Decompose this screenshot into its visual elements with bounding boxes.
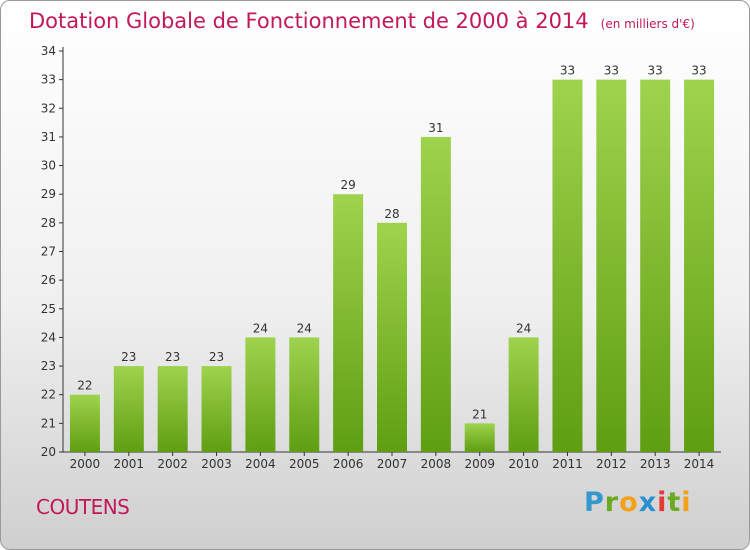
y-tick-label: 33 [41, 73, 56, 87]
bar-2002 [157, 366, 188, 452]
proxiti-logo: Proxiti [584, 487, 692, 518]
x-tick-label: 2002 [157, 457, 188, 471]
y-tick-label: 28 [41, 216, 56, 230]
x-tick-label: 2000 [70, 457, 101, 471]
bar-2004 [245, 337, 276, 452]
bar-2013 [640, 79, 671, 453]
bar-2007 [377, 222, 407, 452]
chart-data-labels: 22 23 23 23 24 24 29 28 31 21 24 33 33 33 33 [77, 64, 706, 422]
x-tick-label: 2009 [464, 457, 495, 471]
bar-2014 [684, 79, 715, 453]
x-tick-label: 2014 [684, 457, 715, 471]
bar-2006 [333, 194, 364, 452]
logo-letter: i [681, 487, 692, 518]
bar-value-label: 28 [384, 207, 399, 221]
logo-letter: o [619, 487, 639, 518]
y-tick-label: 34 [41, 44, 56, 58]
bar-value-label: 24 [297, 321, 312, 335]
bar-2000 [69, 394, 100, 452]
bar-value-label: 29 [340, 178, 355, 192]
logo-letter: r [604, 487, 620, 518]
y-tick-label: 27 [41, 245, 56, 259]
y-tick-label: 30 [41, 159, 56, 173]
y-tick-label: 31 [41, 130, 56, 144]
y-tick-label: 22 [41, 388, 56, 402]
bar-value-label: 31 [428, 121, 443, 135]
bar-2003 [201, 366, 232, 452]
logo-letter: x [638, 487, 658, 518]
x-tick-label: 2007 [377, 457, 408, 471]
bar-value-label: 23 [121, 350, 136, 364]
bar-value-label: 33 [560, 64, 575, 78]
bar-value-label: 21 [472, 407, 487, 421]
logo-letter: P [584, 487, 605, 518]
bar-2011 [552, 79, 583, 453]
y-tick-label: 24 [41, 330, 56, 344]
y-tick-label: 26 [41, 273, 56, 287]
x-tick-label: 2001 [114, 457, 145, 471]
x-tick-label: 2005 [289, 457, 320, 471]
chart-axes: 20 21 22 23 24 25 26 27 28 29 30 31 32 33 34 2000 2001 20… [41, 44, 721, 471]
bar-value-label: 22 [77, 379, 92, 393]
bar-value-label: 33 [691, 64, 706, 78]
chart-title-text: Dotation Globale de Fonctionnement de 20… [29, 9, 589, 33]
y-tick-label: 23 [41, 359, 56, 373]
bar-2008 [420, 136, 451, 452]
x-tick-label: 2006 [333, 457, 364, 471]
bar-value-label: 24 [516, 321, 531, 335]
bar-value-label: 23 [209, 350, 224, 364]
chart-subtitle: (en milliers d'€) [600, 17, 695, 31]
chart-title: Dotation Globale de Fonctionnement de 20… [29, 9, 695, 33]
bar-value-label: 33 [648, 64, 663, 78]
x-tick-label: 2010 [508, 457, 539, 471]
bar-2001 [113, 366, 144, 452]
bar-2010 [508, 337, 539, 452]
logo-letter: t [667, 487, 682, 518]
x-tick-label: 2003 [201, 457, 232, 471]
y-tick-label: 25 [41, 302, 56, 316]
x-tick-label: 2004 [245, 457, 276, 471]
x-tick-label: 2008 [421, 457, 452, 471]
y-tick-label: 29 [41, 187, 56, 201]
x-tick-label: 2011 [552, 457, 583, 471]
chart-bars [69, 79, 715, 453]
logo-letter: i [657, 487, 668, 518]
bar-2012 [596, 79, 627, 453]
bar-2005 [289, 337, 320, 452]
y-tick-label: 32 [41, 101, 56, 115]
x-tick-label: 2013 [640, 457, 671, 471]
x-tick-label: 2012 [596, 457, 627, 471]
y-tick-label: 20 [41, 445, 56, 459]
y-tick-label: 21 [41, 416, 56, 430]
bar-value-label: 24 [253, 321, 268, 335]
commune-name: COUTENS [36, 495, 130, 519]
bar-2009 [464, 423, 495, 452]
bar-value-label: 33 [604, 64, 619, 78]
bar-value-label: 23 [165, 350, 180, 364]
